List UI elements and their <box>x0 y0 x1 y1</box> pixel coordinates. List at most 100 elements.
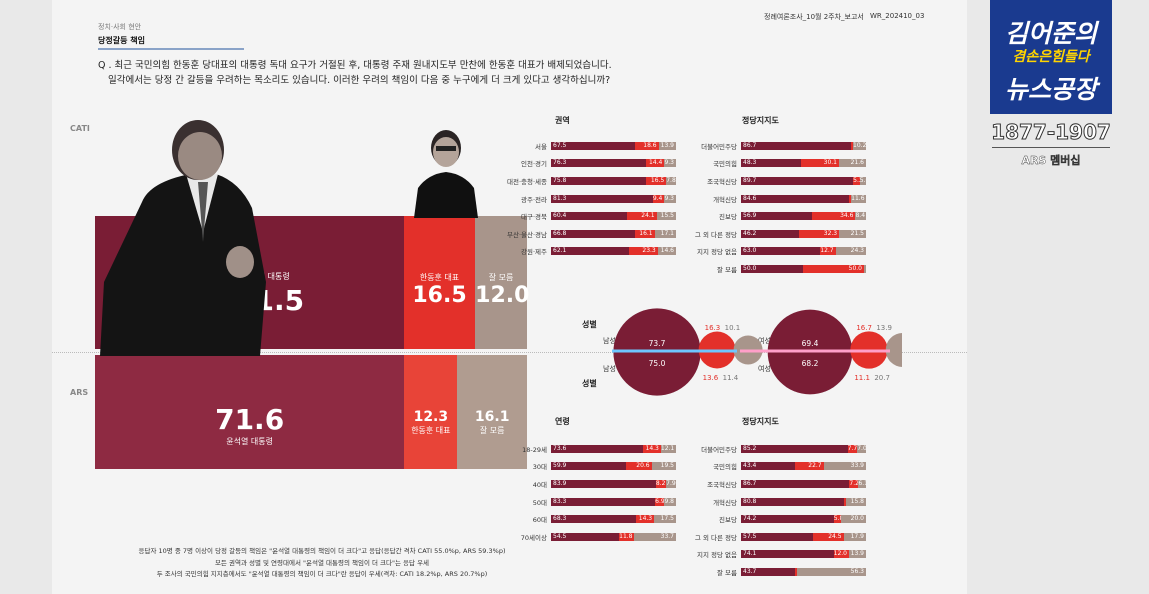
party-cati-row-track: 86.7 10.2 <box>741 141 866 150</box>
age-row-label: 30대 <box>532 463 547 472</box>
party-cati-seg-1: 89.7 <box>741 176 854 185</box>
region-seg-3: 14.6 <box>657 247 676 256</box>
party-ars-seg-3: 13.9 <box>848 550 866 559</box>
party-ars-seg-3: 33.9 <box>823 462 866 471</box>
party-ars-row-track: 86.77.26.1 <box>741 479 866 488</box>
age-row-track: 59.9 20.6 19.5 <box>551 462 676 471</box>
age-row: 50대 83.3 6.9 9.8 <box>495 493 676 511</box>
han-glasses <box>436 146 456 151</box>
female-ars-dk-value: 20.7 <box>874 374 890 382</box>
party-ars-seg-3: 20.0 <box>841 515 866 524</box>
party-ars-seg-2 <box>794 567 797 576</box>
region-seg-1: 75.8 <box>551 176 646 185</box>
male-ars-han-value: 13.6 <box>703 374 719 382</box>
cati-dk-value: 12.0 <box>475 283 530 308</box>
party-cati-seg-2: 5.3 <box>853 176 860 185</box>
party-cati-seg-3: 24.3 <box>835 247 866 256</box>
region-row-track: 81.3 9.4 9.3 <box>551 194 676 203</box>
region-seg-2: 16.5 <box>645 176 667 185</box>
footnote: 응답자 10명 중 7명 이상이 당정 갈등의 책임은 "윤석열 대통령의 책임… <box>52 546 592 581</box>
cati-han-value: 16.5 <box>412 283 467 308</box>
region-row-track: 62.1 23.3 14.6 <box>551 247 676 256</box>
region-title: 권역 <box>555 116 570 125</box>
region-row: 대구·경북 60.4 24.1 15.5 <box>495 207 676 225</box>
party-ars-seg-3: 17.9 <box>843 532 866 541</box>
party-cati-row: 더불어민주당 86.7 10.2 <box>685 137 866 155</box>
report-id: WR_202410_03 <box>870 12 925 20</box>
party-cati-row-track: 48.3 30.1 21.6 <box>741 159 866 168</box>
party-ars-seg-1: 43.7 <box>741 567 795 576</box>
party-cati-row-track: 63.0 12.7 24.3 <box>741 247 866 256</box>
region-seg-2: 23.3 <box>628 247 658 256</box>
party-cati-seg-3: 10.2 <box>853 141 866 150</box>
male-ars-yoon-value: 75.0 <box>649 359 666 368</box>
party-ars-row-track: 80.8 15.8 <box>741 497 866 506</box>
ars-han-value: 12.3 <box>413 409 449 425</box>
party-ars-row-label: 잘 모름 <box>716 568 737 577</box>
region-row-label: 대전·충청·세종 <box>506 177 547 186</box>
region-seg-2: 9.4 <box>652 194 665 203</box>
party-ars-row-label: 지지 정당 없음 <box>696 551 737 560</box>
party-cati-row: 국민의힘 48.3 30.1 21.6 <box>685 155 866 173</box>
party-ars-row-track: 74.1 12.0 13.9 <box>741 550 866 559</box>
party-ars-row: 진보당 74.25.820.0 <box>685 510 866 528</box>
category-label: 정치·사회 현안 <box>98 23 142 31</box>
female-ars-yoon-value: 68.2 <box>802 359 819 368</box>
region-seg-1: 62.1 <box>551 247 629 256</box>
female-dk-circle <box>885 332 902 368</box>
party-cati-seg-2: 12.7 <box>819 247 836 256</box>
party-ars-row: 잘 모름 43.7 56.3 <box>685 563 866 581</box>
party-cati-row-track: 89.75.35.0 <box>741 176 866 185</box>
age-seg-1: 59.9 <box>551 462 626 471</box>
party-ars-seg-2: 7.7 <box>847 444 858 453</box>
han-photo <box>414 130 478 218</box>
age-seg-3: 17.5 <box>654 515 676 524</box>
party-ars-row: 더불어민주당 85.2 7.7 7.0 <box>685 440 866 458</box>
male-cati-yoon-value: 73.7 <box>649 339 666 348</box>
age-row-label: 60대 <box>532 516 547 525</box>
age-seg-2: 11.8 <box>619 532 634 541</box>
party-ars-seg-1: 57.5 <box>741 532 813 541</box>
president-suit <box>100 174 266 356</box>
party-ars-seg-2: 12.0 <box>833 550 849 559</box>
footnote-line-2: 모든 권역과 성별 및 연령대에서 "윤석열 대통령의 책임이 더 크다"는 응… <box>214 558 430 567</box>
party-cati-row: 진보당 56.9 34.6 8.4 <box>685 207 866 225</box>
cati-yoon-label: 윤석열 대통령 <box>243 272 290 281</box>
party-cati-seg-1: 56.9 <box>741 212 813 221</box>
party-ars-row-label: 개혁신당 <box>713 498 737 507</box>
gender-circles: 73.7 75.0 16.3 10.1 13.6 11.4 69.4 68.2 16.7 13.9… <box>612 308 902 396</box>
party-cati-row-label: 국민의힘 <box>713 160 737 169</box>
party-cati-seg-3: 5.0 <box>859 176 866 185</box>
region-row: 광주·전라 81.3 9.4 9.3 <box>495 190 676 208</box>
region-seg-1: 60.4 <box>551 212 627 221</box>
region-seg-1: 67.5 <box>551 141 636 150</box>
region-seg-3: 15.5 <box>656 212 676 221</box>
age-seg-3: 9.8 <box>663 497 676 506</box>
age-row-label: 50대 <box>532 498 547 507</box>
age-row: 30대 59.9 20.6 19.5 <box>495 458 676 476</box>
region-row-label: 부산·울산·경남 <box>506 230 547 239</box>
party-ars-row-track: 43.4 22.7 33.9 <box>741 462 866 471</box>
party-ars-row-label: 더불어민주당 <box>701 445 737 454</box>
question-text: Q . 최근 국민의힘 한동훈 당대표의 대통령 독대 요구가 거절된 후, 대… <box>98 58 938 88</box>
region-seg-3: 9.3 <box>664 159 676 168</box>
party-ars-row-track: 57.5 24.5 17.9 <box>741 532 866 541</box>
region-row-track: 67.5 18.6 13.9 <box>551 141 676 150</box>
region-row-track: 75.8 16.5 7.8 <box>551 176 676 185</box>
region-row-track: 66.8 16.1 17.1 <box>551 229 676 238</box>
cati-dk-label: 잘 모름 <box>488 273 514 282</box>
han-suit <box>414 172 478 218</box>
age-seg-3: 7.9 <box>666 479 676 488</box>
party-cati-seg-2: 30.1 <box>801 159 839 168</box>
region-row: 부산·울산·경남 66.8 16.1 17.1 <box>495 225 676 243</box>
party-cati-row-label: 지지 정당 없음 <box>696 248 737 257</box>
age-seg-1: 73.6 <box>551 444 643 453</box>
question-line-2: 일각에서는 당정 간 갈등을 우려하는 목소리도 있습니다. 이러한 우려의 책… <box>108 75 611 86</box>
region-row-label: 인천·경기 <box>521 160 547 169</box>
age-row-track: 83.9 8.2 7.9 <box>551 479 676 488</box>
ars-dk-label: 잘 모름 <box>479 426 505 435</box>
female-cati-dk-value: 13.9 <box>876 324 892 332</box>
party-cati-row-label: 더불어민주당 <box>701 142 737 151</box>
party-ars-row-label: 국민의힘 <box>713 463 737 472</box>
female-cati-han-value: 16.7 <box>856 324 872 332</box>
